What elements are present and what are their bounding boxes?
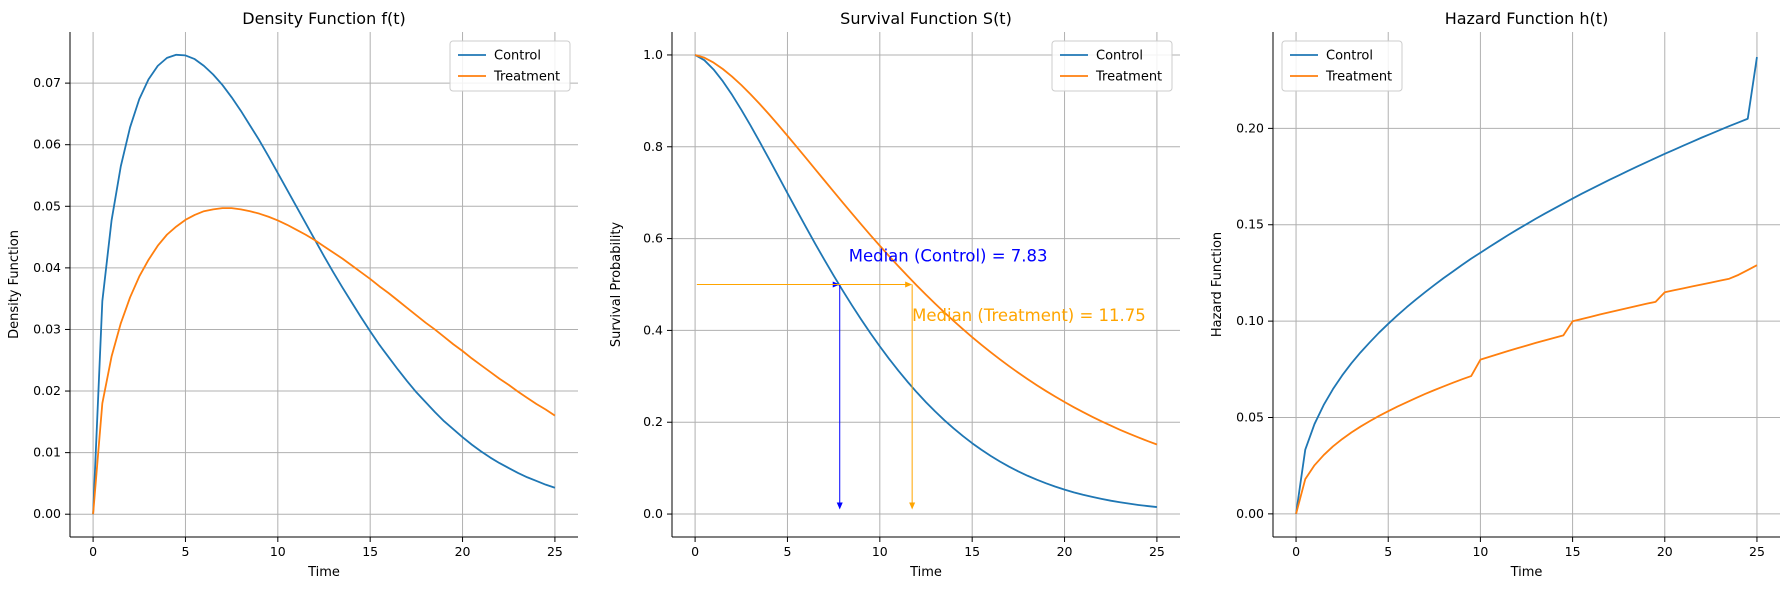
y-tick-label: 0.04	[33, 260, 61, 275]
panel-3: 0 5 10 15 20 25 0.00 0.05 0.10 0.15 0.20 Hazard Fun…	[1210, 9, 1780, 580]
y-tick-label: 0.15	[1236, 217, 1264, 232]
median-arrowhead	[836, 502, 843, 510]
x-tick-label: 25	[1749, 544, 1765, 559]
x-tick-label: 20	[1657, 544, 1673, 559]
median-annotation-treatment: Median (Treatment) = 11.75	[912, 306, 1146, 325]
x-tick-label: 25	[547, 544, 563, 559]
y-tick-label: 0.03	[33, 321, 61, 336]
y-axis-label: Density Function	[7, 230, 22, 339]
x-tick-label: 20	[1057, 544, 1073, 559]
y-tick-label: 0.2	[643, 414, 663, 429]
x-axis-label: Time	[909, 565, 942, 580]
y-tick-label: 0.0	[643, 506, 663, 521]
legend-label-control: Control	[1326, 49, 1373, 64]
y-axis-label: Hazard Function	[1210, 232, 1225, 337]
x-tick-label: 5	[783, 544, 791, 559]
y-tick-label: 0.10	[1236, 313, 1264, 328]
series-line-treatment	[694, 54, 1158, 446]
panel-title: Survival Function S(t)	[840, 9, 1012, 28]
y-tick-label: 0.00	[33, 506, 61, 521]
panel-title: Density Function f(t)	[242, 9, 405, 28]
x-tick-label: 10	[872, 544, 888, 559]
series-line-control	[1295, 56, 1758, 514]
series-line-control	[92, 53, 556, 515]
legend: Control Treatment	[1051, 40, 1173, 92]
legend-label-control: Control	[1096, 49, 1143, 64]
y-tick-label: 0.4	[643, 322, 663, 337]
x-axis-label: Time	[1510, 565, 1543, 580]
y-tick-label: 0.20	[1236, 120, 1264, 135]
x-tick-label: 15	[964, 544, 980, 559]
legend: Control Treatment	[449, 40, 571, 92]
x-tick-label: 5	[1384, 544, 1392, 559]
median-arrowhead	[905, 281, 913, 288]
series-line-treatment	[1295, 264, 1758, 515]
legend-box	[449, 40, 571, 92]
y-tick-label: 0.02	[33, 383, 61, 398]
x-axis-label: Time	[307, 565, 340, 580]
panel-1: 0 5 10 15 20 25 0.00 0.01 0.02 0.03 0.04 0.05 0.06 0.…	[7, 9, 578, 580]
y-tick-label: 0.01	[33, 445, 61, 460]
legend-label-treatment: Treatment	[493, 70, 560, 85]
series-line-treatment	[92, 207, 556, 515]
median-annotation-control: Median (Control) = 7.83	[849, 246, 1048, 265]
x-tick-label: 10	[270, 544, 286, 559]
legend-box	[1051, 40, 1173, 92]
y-tick-label: 0.05	[1236, 409, 1264, 424]
legend-label-treatment: Treatment	[1095, 70, 1162, 85]
x-tick-label: 15	[362, 544, 378, 559]
x-tick-label: 25	[1149, 544, 1165, 559]
y-tick-label: 0.6	[643, 231, 663, 246]
y-tick-label: 0.00	[1236, 506, 1264, 521]
y-tick-label: 0.05	[33, 198, 61, 213]
y-tick-label: 0.07	[33, 75, 61, 90]
legend-label-treatment: Treatment	[1325, 70, 1392, 85]
panel-2: Median (Control) = 7.83 Median (Treatment…	[609, 9, 1180, 580]
median-arrowhead	[909, 502, 916, 510]
y-axis-label: Survival Probability	[609, 222, 624, 348]
x-tick-label: 15	[1565, 544, 1581, 559]
panel-title: Hazard Function h(t)	[1445, 9, 1609, 28]
legend-label-control: Control	[494, 49, 541, 64]
y-tick-label: 1.0	[643, 47, 663, 62]
x-tick-label: 10	[1472, 544, 1488, 559]
x-tick-label: 0	[89, 544, 97, 559]
x-tick-label: 0	[1292, 544, 1300, 559]
y-tick-label: 0.06	[33, 137, 61, 152]
legend-box	[1281, 40, 1403, 92]
y-tick-label: 0.8	[643, 139, 663, 154]
series-line-control	[694, 54, 1158, 508]
x-tick-label: 0	[691, 544, 699, 559]
legend: Control Treatment	[1281, 40, 1403, 92]
x-tick-label: 5	[181, 544, 189, 559]
x-tick-label: 20	[455, 544, 471, 559]
